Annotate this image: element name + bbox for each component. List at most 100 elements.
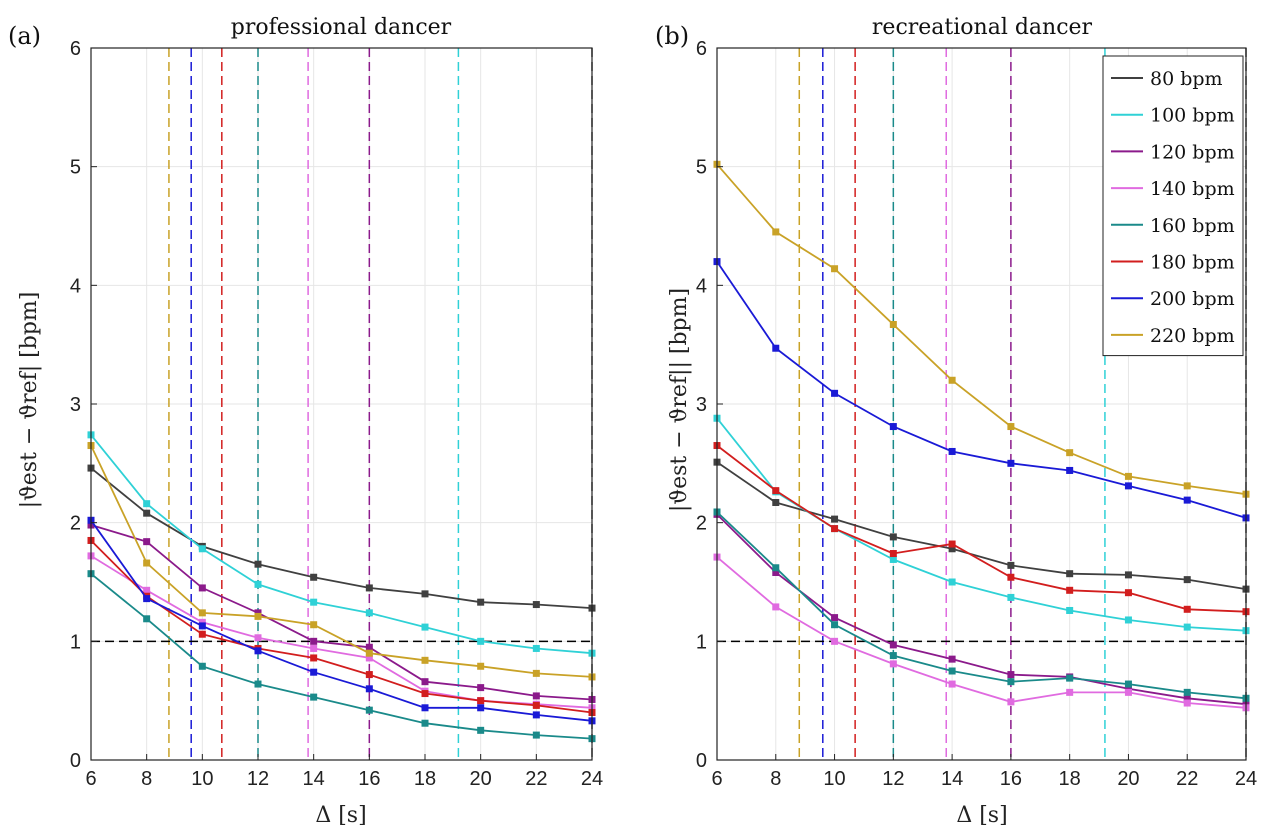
data-point <box>1183 694 1191 702</box>
data-point <box>889 641 897 649</box>
data-point <box>889 533 897 541</box>
series-100-bpm <box>713 414 1250 635</box>
data-point <box>143 615 151 623</box>
data-point <box>477 684 485 692</box>
data-point <box>532 644 540 652</box>
data-point <box>772 603 780 611</box>
data-point <box>1183 623 1191 631</box>
data-point <box>477 637 485 645</box>
data-point <box>198 662 206 670</box>
data-point <box>310 693 318 701</box>
panel-label: (a) <box>8 22 41 50</box>
legend-label: 140 bpm <box>1150 178 1235 200</box>
data-point <box>143 500 151 508</box>
x-tick-label: 14 <box>941 768 963 790</box>
chart-title: recreational dancer <box>872 15 1093 40</box>
y-axis-label: |ϑest − ϑref|| [bpm] <box>667 288 692 512</box>
data-point <box>889 423 897 431</box>
data-point <box>1183 496 1191 504</box>
data-point <box>948 540 956 548</box>
data-point <box>1124 571 1132 579</box>
x-tick-label: 14 <box>303 768 325 790</box>
data-point <box>889 320 897 328</box>
x-tick-label: 10 <box>823 768 845 790</box>
data-point <box>772 228 780 236</box>
data-point <box>310 621 318 629</box>
data-point <box>254 609 262 617</box>
legend-label: 220 bpm <box>1150 325 1235 347</box>
data-point <box>1066 449 1074 457</box>
y-tick-label: 4 <box>70 275 81 297</box>
data-point <box>143 538 151 546</box>
data-point <box>143 559 151 567</box>
data-point <box>532 701 540 709</box>
x-tick-label: 8 <box>141 768 152 790</box>
y-tick-label: 0 <box>70 750 81 772</box>
data-point <box>254 680 262 688</box>
x-tick-label: 16 <box>358 768 380 790</box>
data-point <box>772 498 780 506</box>
legend-label: 80 bpm <box>1150 68 1223 90</box>
panel-professional: (a) professional dancer Δ [s] |ϑest − ϑr… <box>8 15 603 827</box>
data-point <box>421 656 429 664</box>
y-tick-label: 5 <box>696 157 707 179</box>
data-point <box>831 525 839 533</box>
x-axis-label: Δ [s] <box>315 803 366 827</box>
data-point <box>1124 688 1132 696</box>
data-point <box>365 706 373 714</box>
data-point <box>365 609 373 617</box>
series-line <box>90 445 593 678</box>
legend-label: 100 bpm <box>1150 105 1235 127</box>
data-point <box>889 555 897 563</box>
data-point <box>1124 589 1132 597</box>
data-point <box>1007 698 1015 706</box>
data-point <box>831 637 839 645</box>
y-tick-label: 2 <box>70 513 81 535</box>
x-tick-label: 12 <box>882 768 904 790</box>
data-point <box>948 447 956 455</box>
data-point <box>310 654 318 662</box>
data-point <box>889 550 897 558</box>
x-tick-label: 22 <box>525 768 547 790</box>
data-point <box>254 612 262 620</box>
y-tick-label: 0 <box>696 750 707 772</box>
data-point <box>831 621 839 629</box>
data-point <box>421 590 429 598</box>
data-point <box>532 601 540 609</box>
data-point <box>948 545 956 553</box>
x-tick-label: 18 <box>414 768 436 790</box>
y-tick-label: 6 <box>696 38 707 60</box>
data-point <box>772 344 780 352</box>
data-point <box>1124 680 1132 688</box>
data-point <box>198 545 206 553</box>
chart-title: professional dancer <box>231 15 452 40</box>
data-point <box>254 580 262 588</box>
data-point <box>1007 561 1015 569</box>
data-point <box>1007 678 1015 686</box>
data-point <box>831 265 839 273</box>
series-line <box>90 467 593 609</box>
data-point <box>421 678 429 686</box>
y-tick-label: 2 <box>696 513 707 535</box>
data-point <box>421 704 429 712</box>
data-point <box>365 685 373 693</box>
data-point <box>772 487 780 495</box>
series-line <box>90 573 593 740</box>
data-point <box>772 569 780 577</box>
data-point <box>477 662 485 670</box>
data-point <box>772 564 780 572</box>
legend-label: 180 bpm <box>1150 252 1235 274</box>
data-point <box>254 647 262 655</box>
series-80-bpm <box>713 458 1250 593</box>
data-point <box>532 692 540 700</box>
data-point <box>1183 482 1191 490</box>
data-point <box>421 623 429 631</box>
data-point <box>365 584 373 592</box>
data-point <box>477 598 485 606</box>
legend-label: 160 bpm <box>1150 215 1235 237</box>
series-line <box>716 461 1247 590</box>
x-tick-label: 24 <box>1235 768 1257 790</box>
series-line <box>90 434 593 655</box>
data-point <box>310 644 318 652</box>
